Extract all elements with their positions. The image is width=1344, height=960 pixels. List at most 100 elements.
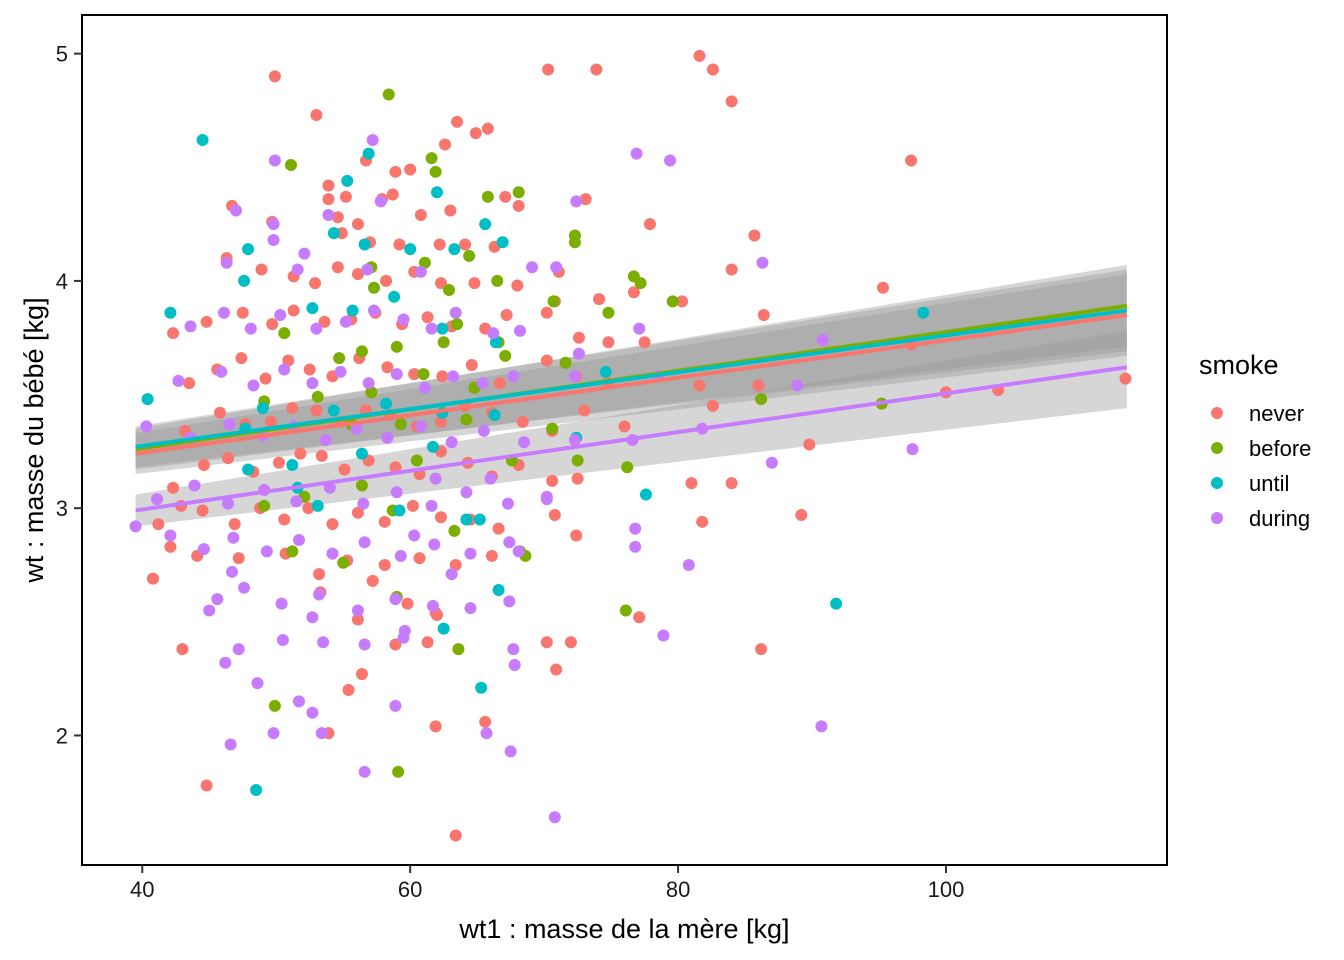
point-never [183,377,196,390]
point-before [365,386,378,399]
point-never [627,286,640,299]
point-never [548,509,561,521]
point-before [437,336,450,349]
point-never [268,70,281,83]
point-during [224,738,237,751]
point-during [350,422,363,435]
point-during [518,436,531,449]
point-before [559,356,572,369]
point-during [278,363,291,376]
point-during [508,659,521,671]
point-before [333,352,346,365]
point-never [590,63,603,76]
point-before [568,236,581,249]
point-during [290,495,303,508]
point-never [313,568,326,581]
point-before [491,274,504,287]
point-during [630,147,643,160]
point-during [487,327,500,340]
point-never [571,472,584,485]
point-until [388,290,401,303]
point-before [452,643,465,656]
point-during [512,545,525,558]
point-never [228,518,241,531]
point-during [203,604,216,617]
point-during [756,256,769,269]
point-during [507,643,520,656]
legend-label-never: never [1249,401,1304,426]
point-during [507,370,520,383]
y-tick-label: 2 [56,723,68,748]
point-until [448,243,461,256]
point-during [414,420,427,433]
point-until [358,238,371,251]
point-during [572,347,585,360]
point-until [917,306,930,319]
point-never [429,720,442,733]
point-until [393,504,406,517]
point-before [451,318,464,331]
point-never [493,377,506,390]
point-until [404,243,417,256]
point-during [390,368,403,381]
legend: smoke never before until during [1199,350,1311,531]
point-never [499,190,512,203]
point-until [250,784,263,796]
point-during [267,727,280,740]
point-never [389,461,402,474]
x-tick-label: 60 [398,877,422,902]
point-during [445,436,458,449]
point-never [386,188,399,201]
point-never [286,402,299,415]
point-never [339,190,352,203]
point-until [242,243,255,256]
point-before [417,368,430,381]
point-never [196,504,209,517]
point-during [390,486,403,499]
point-during [247,379,260,392]
point-during [480,727,493,740]
point-before [571,454,584,467]
point-during [220,256,233,269]
point-until [355,447,368,460]
point-never [481,122,494,135]
point-never [393,238,406,251]
point-during [629,540,642,553]
point-never [570,529,583,542]
ci-band-during [135,330,1127,527]
plot-panel-border [81,14,1168,866]
point-never [255,263,268,276]
point-during [503,536,516,549]
point-never [389,638,402,651]
point-never [492,522,505,535]
point-never [282,354,295,367]
point-during [306,377,319,390]
point-never [633,611,646,624]
point-before [390,340,403,353]
point-until [362,147,375,160]
point-never [421,636,434,649]
point-during [460,486,473,499]
point-never [725,477,738,490]
point-never [449,829,462,842]
point-never [404,163,417,176]
point-never [468,277,481,290]
point-during [464,602,477,615]
point-during [397,313,410,326]
point-never [302,502,315,515]
point-before [481,190,494,203]
point-during [358,638,371,651]
point-never [421,311,434,324]
point-never [310,404,323,417]
point-during [238,581,251,594]
legend-key-before [1211,442,1223,454]
point-during [368,304,381,317]
point-never [757,309,770,321]
point-during [394,549,407,562]
point-until [286,459,299,471]
point-never [685,477,698,490]
x-tick-label: 80 [666,877,690,902]
point-never [564,636,577,649]
point-before [418,256,431,269]
point-during [408,529,421,542]
